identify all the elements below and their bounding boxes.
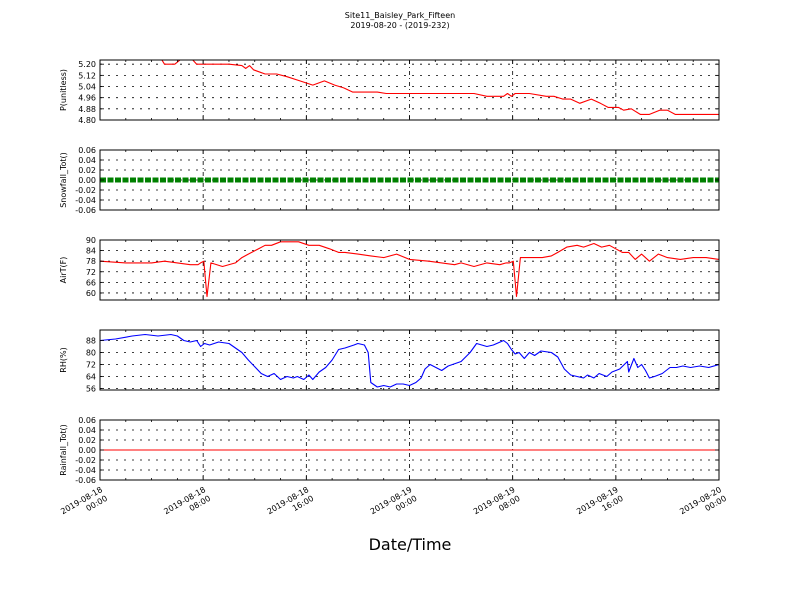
subplot-panels: 5.205.125.044.964.884.80P(unitless)0.060… xyxy=(59,59,720,485)
y-tick-label: 72 xyxy=(86,361,96,370)
y-tick-label: -0.06 xyxy=(75,476,96,485)
y-tick-label: -0.04 xyxy=(75,466,96,475)
y-tick-label: 5.12 xyxy=(78,71,96,80)
y-tick-label: 5.04 xyxy=(78,83,96,92)
subplot-2: 0.060.040.020.00-0.02-0.04-0.06 Snowfall_… xyxy=(59,146,720,215)
data-series-line xyxy=(100,241,719,298)
y-tick-label: 0.06 xyxy=(78,416,96,425)
y-tick-label: 80 xyxy=(86,349,96,358)
y-tick-label: 0.00 xyxy=(78,176,96,185)
y-tick-label: 72 xyxy=(86,268,96,277)
y-tick-label: 60 xyxy=(86,289,96,298)
y-tick-label: -0.02 xyxy=(75,456,96,465)
y-tick-label: -0.06 xyxy=(75,206,96,215)
y-tick-label: 0.02 xyxy=(78,166,96,175)
x-axis-label: Date/Time xyxy=(369,535,452,554)
y-tick-label: 4.80 xyxy=(78,116,96,125)
y-tick-label: 0.04 xyxy=(78,156,96,165)
y-tick-label: 88 xyxy=(86,337,96,346)
y-axis-label: Snowfall_Tot() xyxy=(59,152,68,208)
data-series-line xyxy=(147,60,719,115)
chart-title: Site11_Baisley_Park_Fifteen xyxy=(344,11,456,20)
y-tick-label: 78 xyxy=(86,257,96,266)
y-tick-label: 0.04 xyxy=(78,426,96,435)
y-tick-label: 64 xyxy=(86,373,96,382)
y-tick-label: 5.20 xyxy=(78,60,96,69)
y-tick-label: 4.88 xyxy=(78,105,96,114)
y-tick-label: 84 xyxy=(86,247,96,256)
y-axis-label: Rainfall_Tot() xyxy=(59,424,68,476)
y-tick-label: 0.00 xyxy=(78,446,96,455)
y-tick-label: -0.04 xyxy=(75,196,96,205)
subplot-1: 5.20 5.12 5.04 4.96 4.88 4.80 P(unitless) xyxy=(59,59,720,125)
y-tick-label: 56 xyxy=(86,385,96,394)
y-tick-label: 0.02 xyxy=(78,436,96,445)
y-tick-label: 66 xyxy=(86,278,96,287)
y-axis-label: RH(%) xyxy=(59,347,68,372)
data-series-line xyxy=(100,333,719,388)
chart-subtitle: 2019-08-20 - (2019-232) xyxy=(350,21,450,30)
subplot-5: 0.060.040.020.00-0.02-0.04-0.06 Rainfall_… xyxy=(59,416,720,485)
y-tick-label: 0.06 xyxy=(78,146,96,155)
subplot-4: 88 80 72 64 56 RH(%) xyxy=(59,329,720,394)
y-tick-label: 4.96 xyxy=(78,94,96,103)
y-axis-label: AirT(F) xyxy=(59,257,68,284)
y-tick-label: 90 xyxy=(86,236,96,245)
y-axis-label: P(unitless) xyxy=(59,69,68,111)
y-tick-label: -0.02 xyxy=(75,186,96,195)
